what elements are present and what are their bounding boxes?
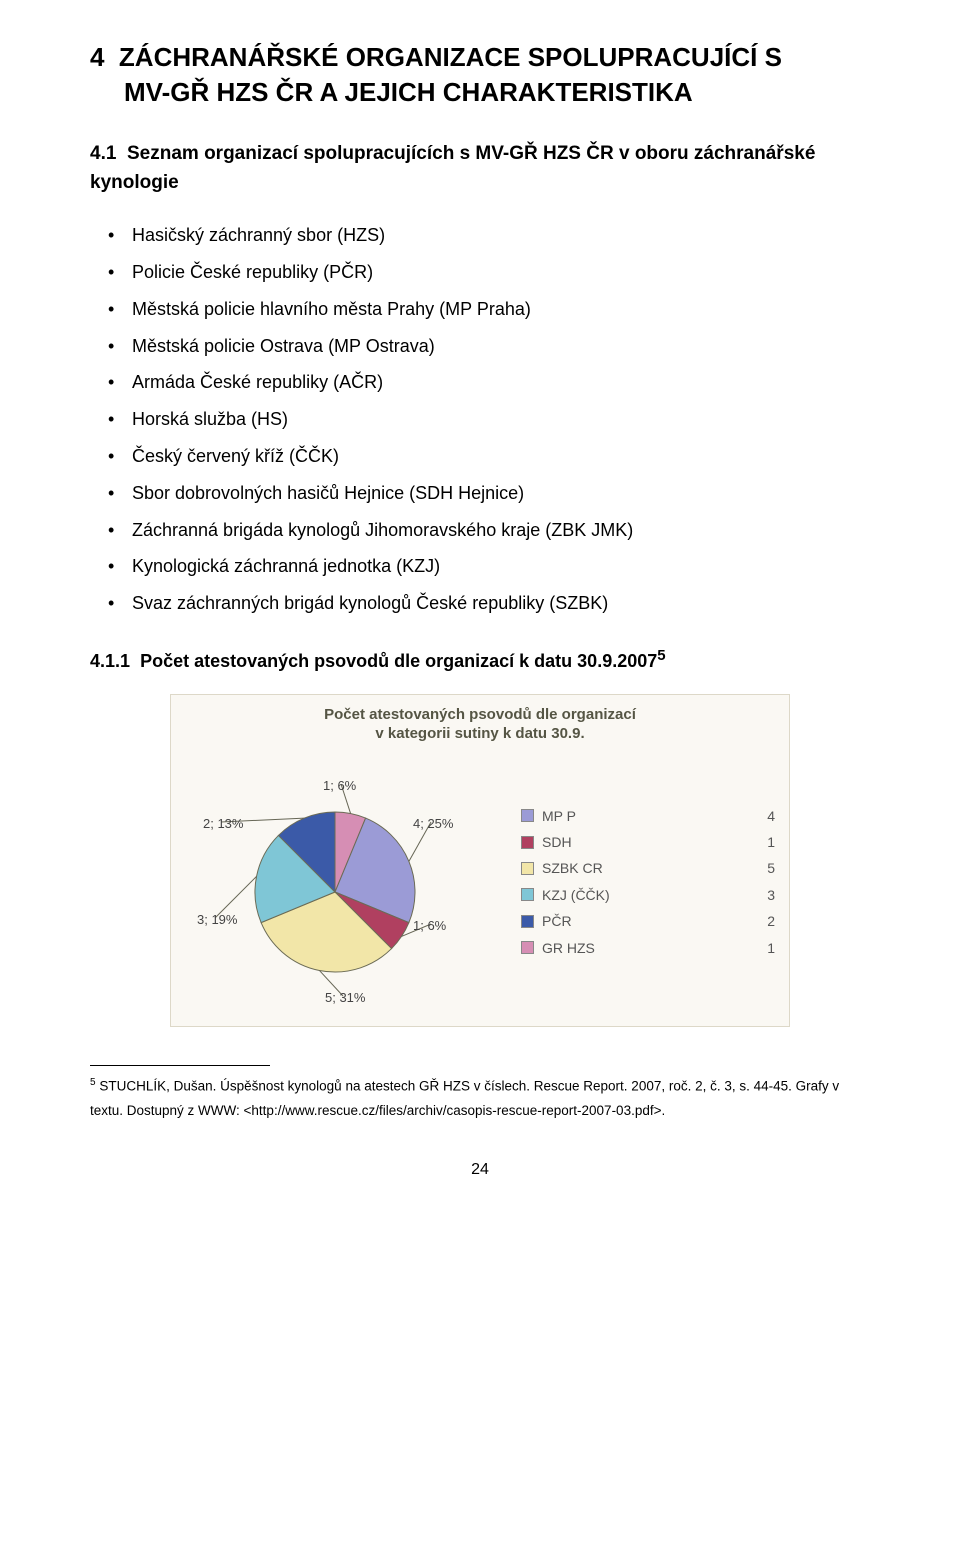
legend-label: KZJ (ČČK): [542, 884, 747, 906]
page-number: 24: [90, 1157, 870, 1183]
slice-label: 5; 31%: [325, 988, 365, 1009]
list-item-text: Kynologická záchranná jednotka (KZJ): [132, 556, 440, 576]
list-item: Horská služba (HS): [108, 405, 870, 434]
legend-value: 3: [755, 884, 775, 906]
slice-label: 2; 13%: [203, 814, 243, 835]
subsub-sup: 5: [657, 647, 665, 664]
legend-item: GR HZS 1: [521, 937, 775, 959]
list-item: Městská policie Ostrava (MP Ostrava): [108, 332, 870, 361]
legend-label: SZBK CR: [542, 857, 747, 879]
legend-item: PČR 2: [521, 910, 775, 932]
organization-list: Hasičský záchranný sbor (HZS) Policie Če…: [108, 221, 870, 618]
subsub-text: Počet atestovaných psovodů dle organizac…: [140, 651, 657, 671]
legend-swatch: [521, 836, 534, 849]
list-item-text: Hasičský záchranný sbor (HZS): [132, 225, 385, 245]
legend-item: KZJ (ČČK) 3: [521, 884, 775, 906]
legend-swatch: [521, 809, 534, 822]
list-item-text: Český červený kříž (ČČK): [132, 446, 339, 466]
pie-area: 4; 25% 1; 6% 5; 31% 3; 19% 2; 13% 1; 6%: [185, 752, 505, 1012]
legend-value: 4: [755, 805, 775, 827]
legend-value: 5: [755, 857, 775, 879]
legend-swatch: [521, 915, 534, 928]
list-item: Kynologická záchranná jednotka (KZJ): [108, 552, 870, 581]
list-item-text: Městská policie hlavního města Prahy (MP…: [132, 299, 531, 319]
subsection-heading: 4.1 Seznam organizací spolupracujících s…: [90, 140, 870, 197]
section-title-l2: MV-GŘ HZS ČR A JEJICH CHARAKTERISTIKA: [124, 77, 693, 107]
legend-value: 2: [755, 910, 775, 932]
legend-item: SZBK CR 5: [521, 857, 775, 879]
list-item-text: Městská policie Ostrava (MP Ostrava): [132, 336, 435, 356]
list-item: Městská policie hlavního města Prahy (MP…: [108, 295, 870, 324]
chart-title: Počet atestovaných psovodů dle organizac…: [185, 705, 775, 744]
legend-label: SDH: [542, 831, 747, 853]
chart-title-l2: v kategorii sutiny k datu 30.9.: [375, 725, 584, 742]
chart-body: 4; 25% 1; 6% 5; 31% 3; 19% 2; 13% 1; 6% …: [185, 752, 775, 1012]
legend-swatch: [521, 941, 534, 954]
list-item-text: Armáda České republiky (AČR): [132, 372, 383, 392]
list-item: Policie České republiky (PČR): [108, 258, 870, 287]
slice-label: 1; 6%: [413, 916, 446, 937]
subsub-number: 4.1.1: [90, 651, 130, 671]
subsection-number: 4.1: [90, 143, 116, 164]
list-item-text: Policie České republiky (PČR): [132, 262, 373, 282]
list-item: Armáda České republiky (AČR): [108, 368, 870, 397]
list-item: Hasičský záchranný sbor (HZS): [108, 221, 870, 250]
legend-item: SDH 1: [521, 831, 775, 853]
list-item-text: Záchranná brigáda kynologů Jihomoravskéh…: [132, 520, 633, 540]
legend-label: MP P: [542, 805, 747, 827]
slice-label: 3; 19%: [197, 910, 237, 931]
slice-label: 4; 25%: [413, 814, 453, 835]
legend-label: GR HZS: [542, 937, 747, 959]
footnote-text: STUCHLÍK, Dušan. Úspěšnost kynologů na a…: [90, 1078, 839, 1117]
legend-swatch: [521, 888, 534, 901]
legend-value: 1: [755, 831, 775, 853]
section-number: 4: [90, 42, 104, 72]
chart-title-l1: Počet atestovaných psovodů dle organizac…: [324, 706, 636, 723]
slice-label: 1; 6%: [323, 776, 356, 797]
list-item-text: Horská služba (HS): [132, 409, 288, 429]
pie-chart-container: Počet atestovaných psovodů dle organizac…: [170, 694, 790, 1027]
footnote-sup: 5: [90, 1077, 96, 1088]
list-item: Svaz záchranných brigád kynologů České r…: [108, 589, 870, 618]
list-item-text: Sbor dobrovolných hasičů Hejnice (SDH He…: [132, 483, 524, 503]
section-title-l1: ZÁCHRANÁŘSKÉ ORGANIZACE SPOLUPRACUJÍCÍ S: [119, 42, 782, 72]
footnote: 5 STUCHLÍK, Dušan. Úspěšnost kynologů na…: [90, 1074, 870, 1123]
chart-legend: MP P 4 SDH 1 SZBK CR 5 KZJ (ČČK) 3 PČR: [521, 801, 775, 963]
list-item-text: Svaz záchranných brigád kynologů České r…: [132, 593, 608, 613]
legend-item: MP P 4: [521, 805, 775, 827]
legend-swatch: [521, 862, 534, 875]
legend-label: PČR: [542, 910, 747, 932]
list-item: Sbor dobrovolných hasičů Hejnice (SDH He…: [108, 479, 870, 508]
footnote-rule: [90, 1065, 270, 1066]
list-item: Záchranná brigáda kynologů Jihomoravskéh…: [108, 516, 870, 545]
subsubsection-heading: 4.1.1 Počet atestovaných psovodů dle org…: [90, 644, 870, 676]
list-item: Český červený kříž (ČČK): [108, 442, 870, 471]
legend-value: 1: [755, 937, 775, 959]
section-heading: 4 ZÁCHRANÁŘSKÉ ORGANIZACE SPOLUPRACUJÍCÍ…: [90, 40, 870, 110]
subsection-text: Seznam organizací spolupracujících s MV-…: [90, 143, 815, 193]
